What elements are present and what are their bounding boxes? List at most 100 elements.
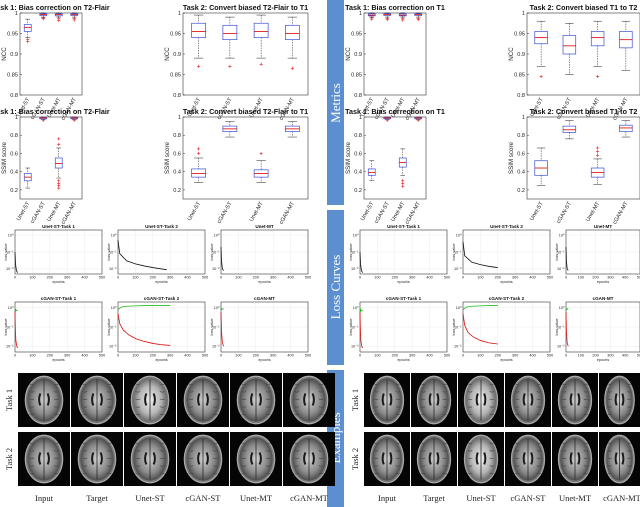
outlier [539, 74, 543, 79]
mri-slice [124, 373, 176, 427]
y-tick-label: 0.2 [517, 188, 525, 194]
y-tick-label: 10⁻² [454, 267, 462, 271]
x-tick-label: 100 [235, 276, 241, 280]
section-bands: Metrics Loss Curves Examples [327, 0, 344, 507]
y-tick-label: 10⁻² [454, 345, 462, 349]
plot-frame [182, 116, 309, 200]
box-cGAN-MT [70, 116, 79, 122]
chart-title: Unet-ST-Task 2 [145, 224, 178, 229]
outlier [72, 118, 76, 122]
loss-plot-10: cGAN-ST-Task 1 10⁻² 10⁻¹ 10⁰ 0 100 200 300 400 50… [349, 296, 450, 362]
chart-title: Task 2: Convert biased T1 to T2 [530, 3, 638, 12]
examples-panel-1: Task 1 Task 2 Input Target Unet-ST cGAN-ST Une… [4, 373, 335, 503]
box-Unet-MT [398, 12, 407, 22]
chart-title: cGAN-MT [254, 296, 275, 301]
column-label: Input [35, 493, 54, 503]
loss-series-green [117, 305, 171, 310]
x-tick-label: 100 [374, 354, 380, 358]
y-tick-label: 10⁻¹ [6, 250, 14, 254]
band-metrics [327, 0, 344, 205]
y-tick-label: 0.8 [173, 93, 181, 99]
loss-series-green [359, 307, 363, 313]
x-tick-label: 200 [495, 354, 501, 358]
outlier [416, 16, 420, 20]
loss-series-black [359, 251, 363, 273]
y-tick-label: 10⁻¹ [6, 325, 14, 329]
loss-plot-6: Unet-MT 10⁻² 10⁻¹ 10⁰ 0 100 200 300 400 500 epochs… [555, 224, 640, 284]
mri-slice [411, 373, 457, 427]
y-axis-label: loss value [349, 319, 353, 336]
y-tick-label: 0.4 [354, 170, 362, 176]
x-tick-label: 100 [29, 354, 35, 358]
loss-series-black [565, 246, 569, 271]
y-tick-label: 10⁰ [8, 306, 14, 310]
x-tick-label: 0 [565, 276, 567, 280]
mri-slice [71, 373, 123, 427]
y-tick-label: 0.2 [354, 188, 362, 194]
examples-grid: Task 1 Task 2 Input Target Unet-ST cGAN-ST Une… [4, 373, 640, 503]
chart-title: cGAN-ST-Task 2 [489, 296, 525, 301]
plot-frame [363, 116, 427, 200]
chart-title: Unet-ST-Task 2 [490, 224, 523, 229]
y-axis-label: loss value [210, 244, 214, 261]
box [590, 31, 605, 47]
box-cGAN-MT [619, 20, 633, 71]
x-tick-label: 300 [409, 354, 415, 358]
box-cGAN-ST [222, 121, 238, 138]
chart-title: Task 2: Convert biased T1 to T2 [530, 107, 638, 116]
y-tick-label: 0.8 [354, 93, 362, 99]
chart-title: Task 1: Bias correction on T1 [345, 107, 445, 116]
box-cGAN-MT [414, 12, 423, 22]
x-tick-label: 200 [47, 354, 53, 358]
plot-frame [117, 301, 206, 353]
x-tick-label: cGAN-ST [30, 201, 47, 225]
x-tick-label: 500 [202, 354, 208, 358]
loss-series-green [462, 305, 498, 310]
loss-series-black [220, 246, 224, 271]
outlier [259, 151, 263, 156]
x-tick-label: 200 [392, 276, 398, 280]
loss-plot-4: Unet-ST-Task 1 10⁻² 10⁻¹ 10⁰ 0 100 200 300 400 50… [349, 224, 450, 284]
mri-slice [364, 432, 410, 486]
box-cGAN-MT [414, 116, 423, 122]
outlier [72, 16, 76, 20]
examples-panel-2: Task 1 Task 2 Input Target Unet-ST cGAN-ST Une… [350, 373, 640, 503]
loss-plot-2: Unet-ST-Task 2 10⁻² 10⁻¹ 10⁰ 0 100 200 300 400 50… [107, 224, 208, 284]
y-tick-label: 0.6 [173, 151, 181, 157]
loss-plot-7: cGAN-ST-Task 1 10⁻² 10⁻¹ 10⁰ 0 100 200 300 400 50… [4, 296, 105, 362]
box-Unet-MT [253, 151, 269, 183]
box-Unet-ST [534, 147, 548, 186]
plot-frame [462, 229, 551, 275]
y-tick-label: 10⁻² [351, 267, 359, 271]
x-tick-label: 0 [220, 276, 222, 280]
column-label: Unet-ST [466, 493, 496, 503]
x-tick-label: 500 [305, 354, 311, 358]
plot-frame [462, 301, 551, 353]
y-tick-label: 10⁻¹ [109, 325, 117, 329]
outlier [596, 146, 600, 150]
x-axis-label: epochs [155, 280, 167, 284]
y-tick-label: 1 [359, 11, 362, 17]
outlier [401, 179, 405, 183]
mri-slice [230, 373, 282, 427]
y-tick-label: 10⁻¹ [351, 250, 359, 254]
mri-slice [71, 432, 123, 486]
x-tick-label: 300 [64, 354, 70, 358]
box-cGAN-MT [619, 120, 633, 138]
x-tick-label: Unet-ST [529, 200, 545, 222]
y-tick-label: 10⁻² [351, 345, 359, 349]
x-tick-label: 400 [184, 354, 190, 358]
x-tick-label: cGAN-MT [404, 200, 422, 225]
y-tick-label: 0.85 [351, 73, 362, 79]
outlier [416, 118, 420, 122]
y-tick-label: 10⁰ [456, 233, 462, 237]
x-axis-label: epochs [597, 358, 609, 362]
y-tick-label: 1 [522, 11, 525, 17]
outlier [228, 64, 232, 68]
box-Unet-MT [253, 14, 269, 66]
mri-slice [283, 432, 335, 486]
x-tick-label: 300 [167, 276, 173, 280]
loss-series-red [565, 312, 569, 347]
x-tick-label: Unet-MT [249, 201, 265, 223]
